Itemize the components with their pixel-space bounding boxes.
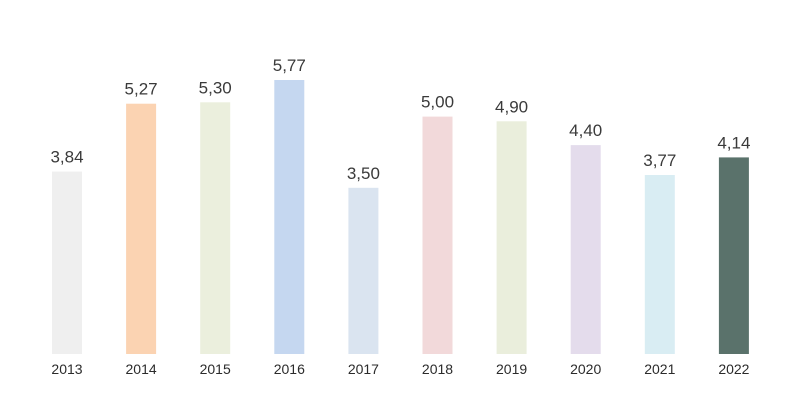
x-tick-label-2016: 2016 [274, 361, 305, 377]
bar-2020 [570, 145, 601, 354]
x-tick-label-2018: 2018 [422, 361, 453, 377]
x-tick-label-2020: 2020 [570, 361, 601, 377]
value-label-2020: 4,40 [569, 121, 602, 140]
value-label-2016: 5,77 [273, 56, 306, 75]
bar-2019 [496, 121, 527, 354]
value-label-2018: 5,00 [421, 93, 454, 112]
bars-group [52, 80, 749, 354]
bar-2018 [422, 116, 453, 354]
x-tick-label-2022: 2022 [718, 361, 749, 377]
value-label-2017: 3,50 [347, 164, 380, 183]
x-tick-label-2017: 2017 [348, 361, 379, 377]
bar-2022 [718, 157, 749, 354]
x-tick-label-2015: 2015 [200, 361, 231, 377]
value-label-2022: 4,14 [717, 133, 750, 152]
value-label-2015: 5,30 [199, 78, 232, 97]
value-label-2021: 3,77 [643, 151, 676, 170]
value-label-2013: 3,84 [50, 148, 83, 167]
x-tick-label-2019: 2019 [496, 361, 527, 377]
bar-2014 [126, 103, 157, 354]
x-tick-labels-group: 2013 2014 2015 2016 2017 2018 2019 2020 2021 2022 [51, 361, 749, 377]
bar-2017 [348, 187, 379, 354]
value-label-2019: 4,90 [495, 97, 528, 116]
bar-2015 [200, 102, 231, 354]
value-label-2014: 5,27 [125, 80, 158, 99]
x-tick-label-2014: 2014 [126, 361, 157, 377]
bar-2013 [52, 171, 82, 354]
x-tick-label-2013: 2013 [51, 361, 82, 377]
bar-2021 [644, 175, 675, 354]
bar-2016 [274, 80, 305, 354]
x-tick-label-2021: 2021 [644, 361, 675, 377]
value-labels-group: 3,84 5,27 5,30 5,77 3,50 5,00 4,90 4,40 3,77 4,14 [50, 56, 750, 183]
